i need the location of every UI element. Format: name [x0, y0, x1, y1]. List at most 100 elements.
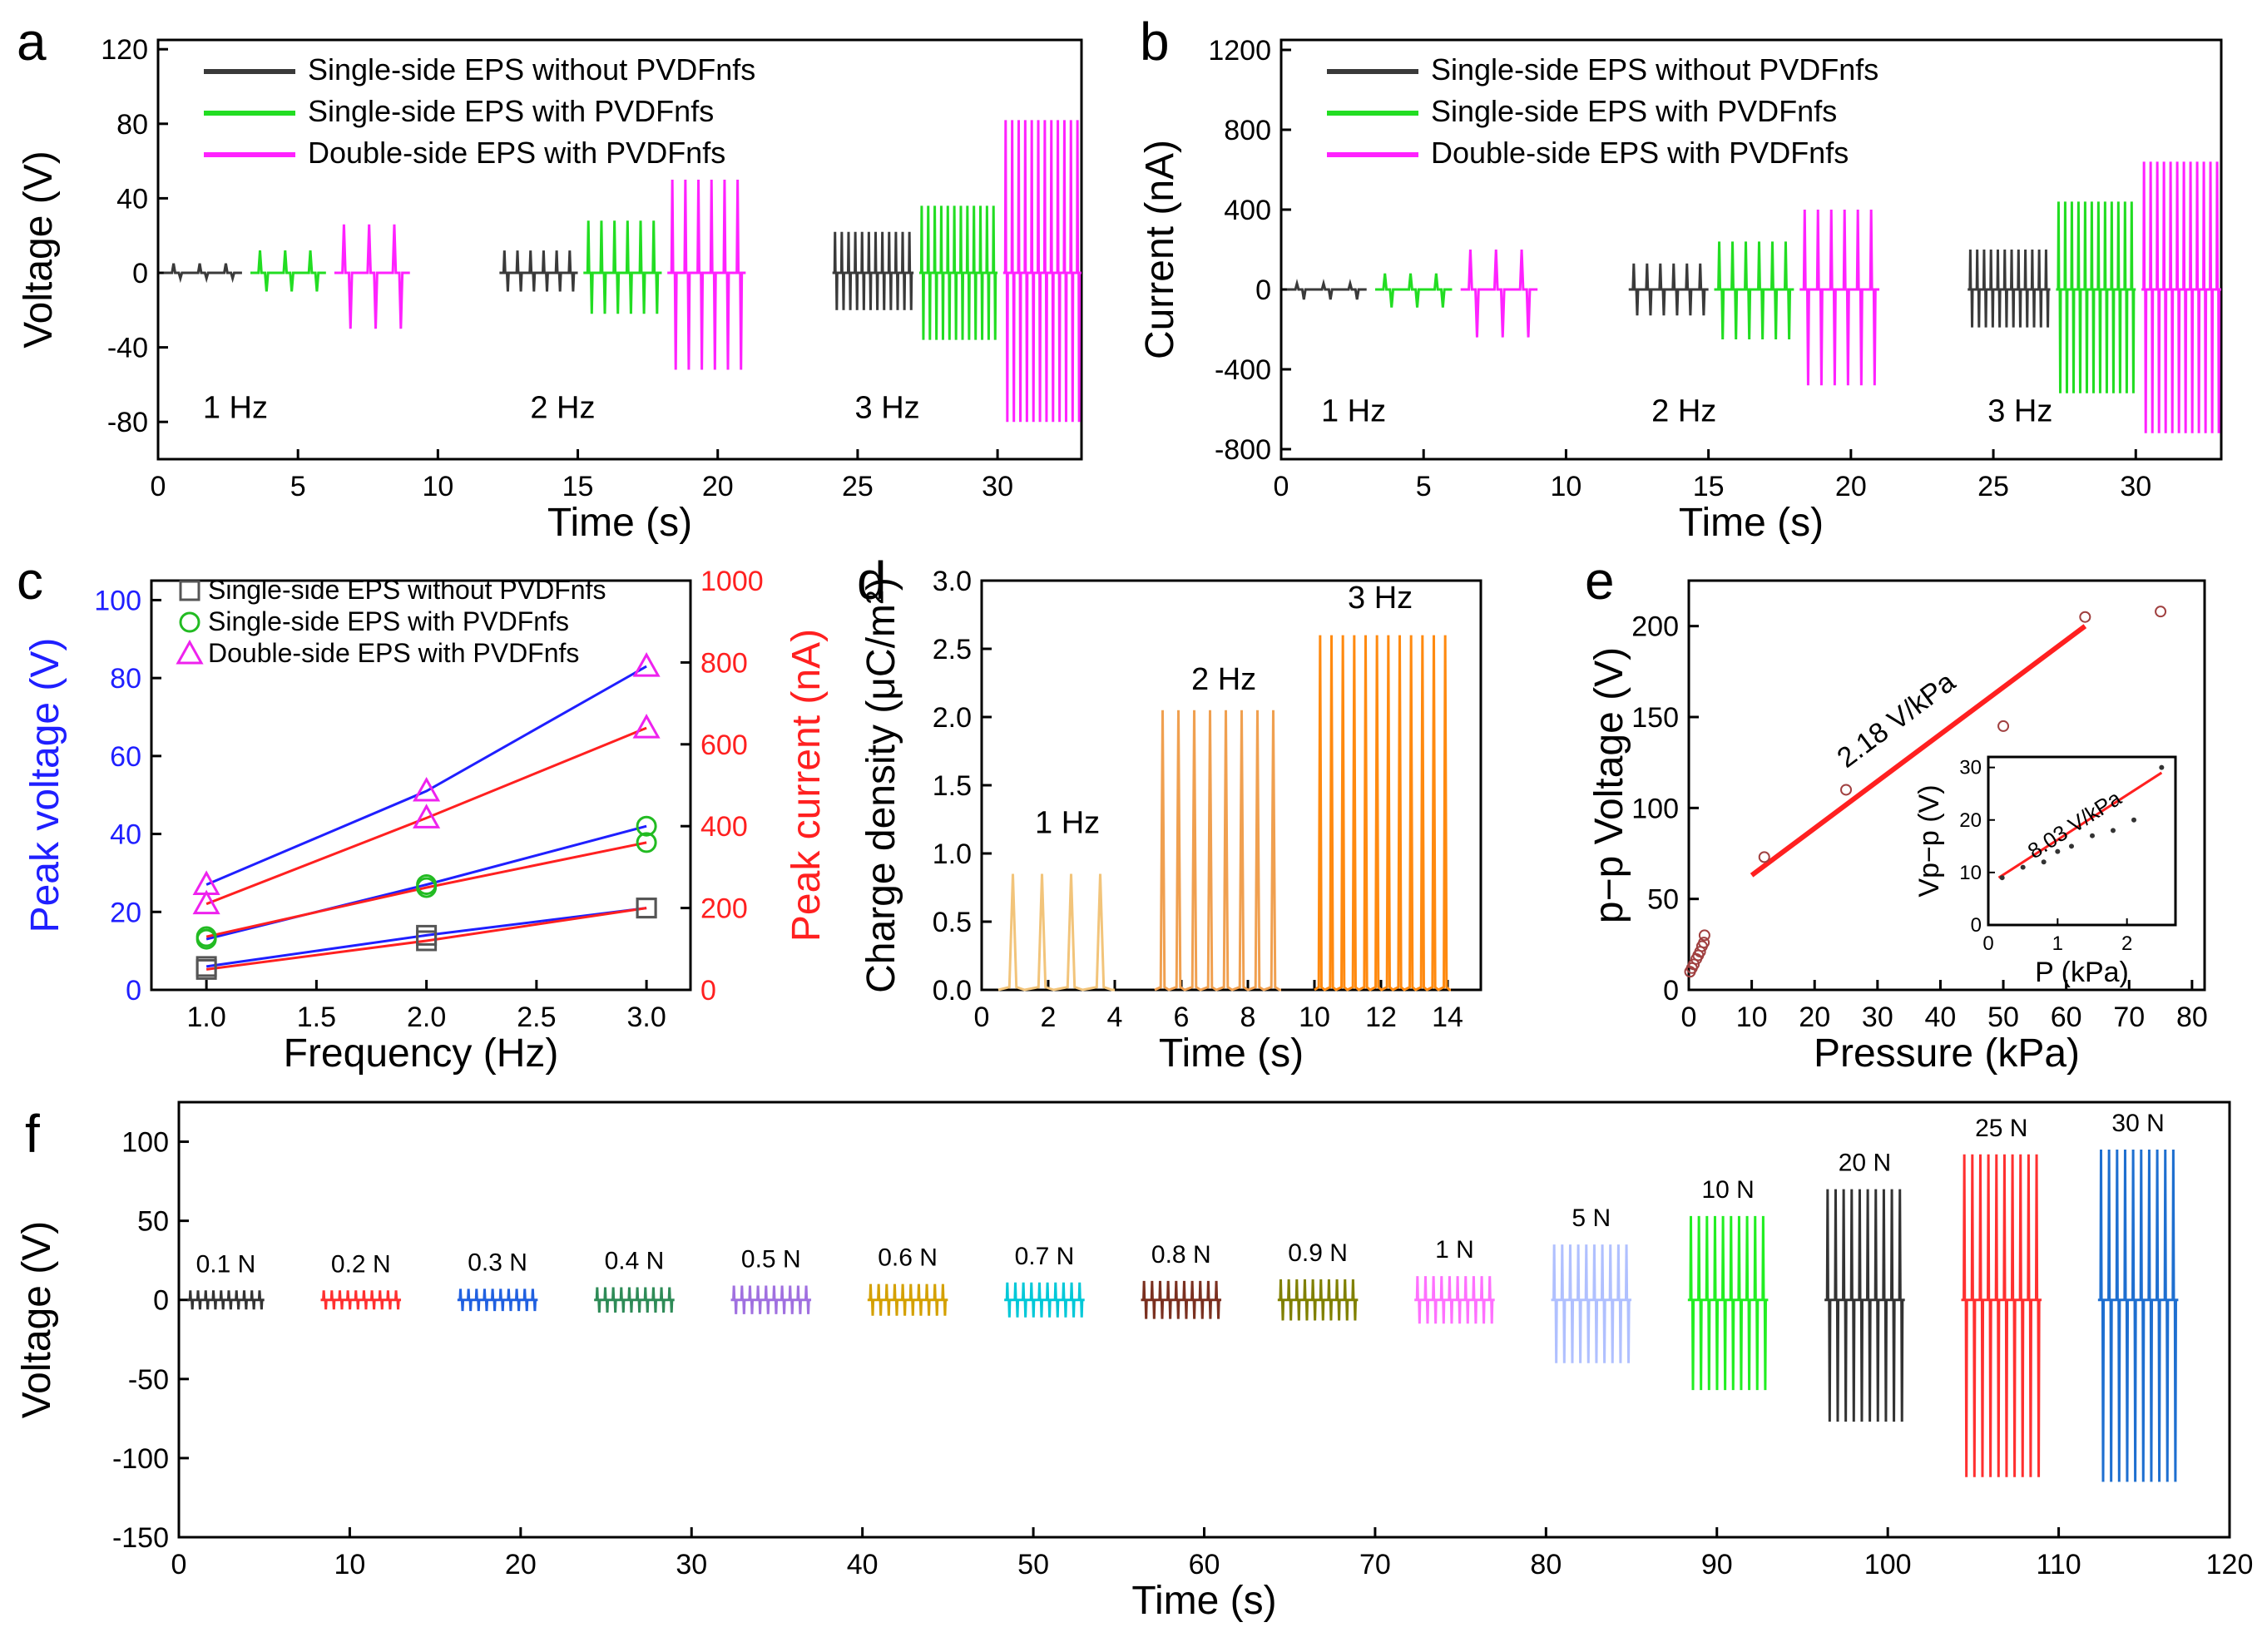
legend-entry: Single-side EPS with PVDFnfs	[208, 606, 569, 636]
frequency-label: 3 Hz	[855, 391, 920, 426]
y-tick-label: 60	[110, 741, 141, 773]
y-tick-label: -800	[1215, 434, 1271, 466]
x-tick-label: 10	[422, 471, 453, 502]
x-tick-label: 1.5	[297, 1002, 336, 1033]
data-point-triangle	[632, 652, 661, 677]
x-tick-label: 2	[1041, 1002, 1057, 1033]
charge-density-trace	[1154, 710, 1281, 992]
x-tick-label: 70	[2113, 1002, 2145, 1033]
data-point-circle	[196, 926, 217, 947]
force-label: 25 N	[1975, 1115, 2027, 1142]
x-tick-label: 3.0	[626, 1002, 666, 1033]
x-tick-label: 0	[974, 1002, 990, 1033]
x-tick-label: 60	[1189, 1549, 1220, 1580]
plot-frame	[150, 579, 692, 992]
inset-data-point	[2069, 843, 2074, 849]
x-axis-label: Time (s)	[547, 501, 692, 545]
y-tick-label: -400	[1215, 354, 1271, 386]
inset-y-tick-label: 10	[1959, 862, 1982, 884]
x-tick-label: 20	[505, 1549, 537, 1580]
y-tick-label: 150	[1631, 702, 1679, 734]
data-point-square	[416, 930, 438, 952]
y-axis-label: Peak voltage (V)	[23, 638, 67, 933]
force-voltage-trace	[594, 1287, 675, 1313]
inset-fit-line	[1997, 771, 2163, 879]
x-tick-label: 25	[842, 471, 874, 502]
current-fit-line	[205, 841, 647, 938]
y-tick-label: 400	[1224, 195, 1271, 226]
force-label: 0.6 N	[878, 1244, 938, 1272]
voltage-fit-line	[205, 907, 647, 968]
x-tick-label: 110	[2036, 1549, 2081, 1580]
y-tick-label: 20	[110, 897, 141, 928]
inset-x-tick-label: 1	[2052, 932, 2063, 955]
frequency-label: 1 Hz	[203, 391, 268, 426]
y-tick-label: 0.5	[933, 907, 972, 938]
data-point-square	[179, 580, 200, 601]
x-axis-label: Time (s)	[1159, 1031, 1304, 1076]
y-tick-label: -100	[112, 1443, 169, 1475]
panel-a: 0 5 10 15 20 25 30 -80 -40 0 40 80 120 Time (s) Voltag…	[17, 12, 1083, 545]
x-tick-label: 10	[334, 1549, 366, 1580]
x-tick-label: 10	[1299, 1002, 1330, 1033]
y-tick-label: 100	[1631, 793, 1679, 824]
data-point-triangle	[176, 639, 204, 665]
frequency-label: 2 Hz	[1191, 662, 1256, 697]
inset-data-point	[2111, 828, 2116, 833]
voltage-trace	[1799, 209, 1880, 386]
data-point-circle	[636, 832, 657, 853]
y-tick-label: 0	[153, 1285, 169, 1317]
y-tick-label: -150	[112, 1522, 169, 1554]
force-label: 5 N	[1572, 1204, 1611, 1232]
force-label: 0.1 N	[196, 1250, 256, 1278]
y-tick-label: 1.5	[933, 770, 972, 802]
y2-tick-label: 600	[700, 730, 748, 761]
force-label: 10 N	[1701, 1176, 1754, 1204]
force-voltage-trace	[867, 1284, 948, 1316]
legend-entry: Double-side EPS with PVDFnfs	[308, 136, 725, 170]
y-tick-label: 800	[1224, 115, 1271, 146]
panel-label: a	[17, 12, 47, 72]
data-point	[1698, 937, 1710, 949]
x-tick-label: 5	[1416, 471, 1432, 502]
x-tick-label: 5	[290, 471, 306, 502]
y-tick-label: 0	[1663, 975, 1679, 1007]
x-tick-label: 0	[1681, 1002, 1697, 1033]
force-voltage-trace	[1551, 1244, 1632, 1363]
frequency-label: 1 Hz	[1321, 393, 1386, 428]
y-tick-label: -40	[107, 333, 148, 364]
y-tick-label: 40	[110, 819, 141, 851]
force-voltage-trace	[1277, 1279, 1359, 1321]
voltage-trace	[1628, 263, 1709, 316]
x-tick-label: 70	[1359, 1549, 1391, 1580]
x-tick-label: 80	[2176, 1002, 2208, 1033]
force-label: 0.5 N	[741, 1246, 801, 1274]
force-voltage-trace	[187, 1290, 265, 1310]
y-tick-label: 0	[1255, 275, 1271, 306]
y-tick-label: 100	[121, 1127, 169, 1159]
panel-c: 1.0 1.5 2.0 2.5 3.0 0 20 40 60 80 100 Frequency (Hz…	[17, 551, 829, 1076]
x-tick-label: 20	[1799, 1002, 1830, 1033]
force-voltage-trace	[1961, 1154, 2042, 1477]
force-voltage-trace	[730, 1285, 812, 1314]
x-tick-label: 15	[562, 471, 594, 502]
y-tick-label: 1200	[1208, 35, 1271, 67]
inset-data-point	[2041, 859, 2047, 865]
data-point-triangle	[192, 889, 220, 915]
y2-tick-label: 1000	[700, 566, 764, 597]
x-tick-label: 30	[982, 471, 1013, 502]
y-tick-label: 50	[1647, 884, 1679, 916]
x-tick-label: 120	[2206, 1549, 2254, 1580]
panel-label: e	[1585, 551, 1615, 611]
panel-label: f	[25, 1104, 40, 1164]
voltage-trace	[1002, 120, 1082, 423]
y-tick-label: 80	[110, 663, 141, 695]
legend-entry: Double-side EPS with PVDFnfs	[1431, 136, 1849, 170]
inset-data-point	[2159, 764, 2165, 770]
data-point	[1698, 929, 1710, 942]
y-tick-label: 120	[101, 34, 148, 66]
y-tick-label: -80	[107, 407, 148, 438]
x-tick-label: 30	[2120, 471, 2151, 502]
